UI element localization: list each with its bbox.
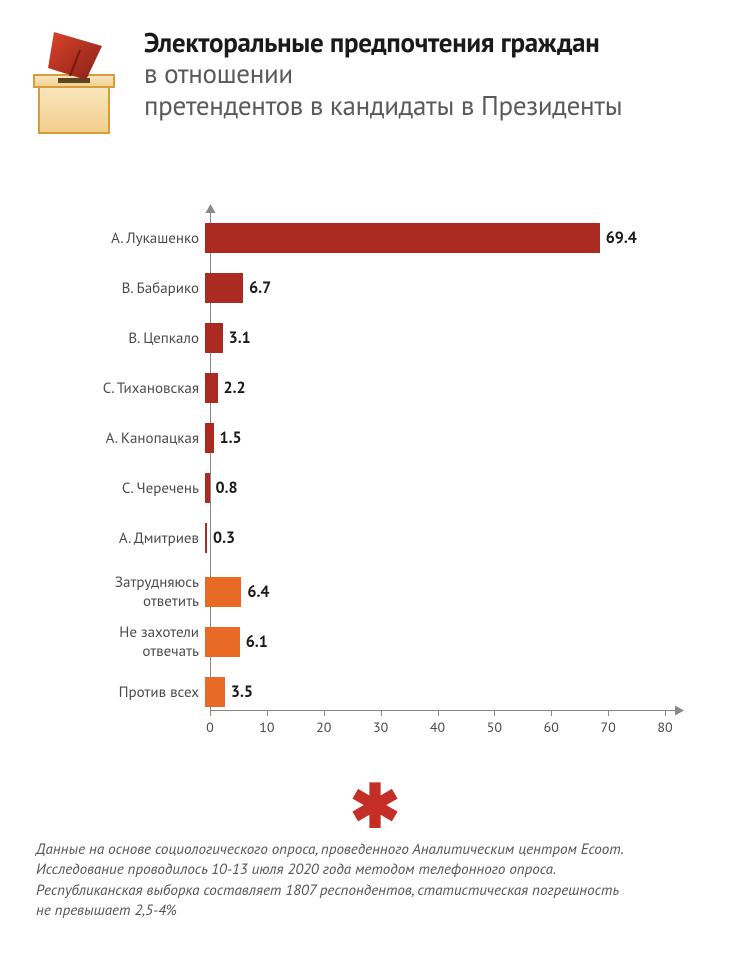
bar-row: А. Дмитриев 0.3 xyxy=(60,515,690,561)
bar-label: В. Бабарико xyxy=(60,279,205,298)
bar xyxy=(205,373,218,403)
bar-holder: 0.8 xyxy=(205,465,690,511)
title-block: Электоральные предпочтения граждан в отн… xyxy=(144,28,716,123)
bar-row: А. Лукашенко 69.4 xyxy=(60,215,690,261)
bar-row: В. Бабарико 6.7 xyxy=(60,265,690,311)
x-tick-label: 80 xyxy=(657,718,672,736)
x-tick-label: 70 xyxy=(600,718,615,736)
bar-row: Затрудняюсь ответить 6.4 xyxy=(60,569,690,615)
bar-holder: 6.7 xyxy=(205,265,690,311)
x-tick-mark xyxy=(267,710,268,716)
bar-row: А. Канопацкая 1.5 xyxy=(60,415,690,461)
bar-label: А. Дмитриев xyxy=(60,529,205,548)
bar-label: А. Лукашенко xyxy=(60,229,205,248)
x-tick-label: 0 xyxy=(206,718,214,736)
bar-value: 3.1 xyxy=(229,328,251,348)
bar-row: Против всех 3.5 xyxy=(60,669,690,715)
title-sub-1: в отношении xyxy=(144,59,716,91)
bar-holder: 3.5 xyxy=(205,669,690,715)
bar-holder: 1.5 xyxy=(205,415,690,461)
bar-row: С. Черечень 0.8 xyxy=(60,465,690,511)
bar-holder: 3.1 xyxy=(205,315,690,361)
bar-value: 3.5 xyxy=(231,682,253,702)
x-tick-mark xyxy=(608,710,609,716)
bar-label: С. Черечень xyxy=(60,479,205,498)
bar xyxy=(205,223,600,253)
bar-label: А. Канопацкая xyxy=(60,429,205,448)
bar-label: С. Тихановская xyxy=(60,379,205,398)
bar-label: В. Цепкало xyxy=(60,329,205,348)
bar xyxy=(205,627,240,657)
footnote-line: не превышает 2,5-4% xyxy=(36,901,710,921)
bar xyxy=(205,577,241,607)
x-tick-mark xyxy=(665,710,666,716)
ballot-box-icon xyxy=(24,28,124,143)
bar xyxy=(205,273,243,303)
x-ticks: 01020304050607080 xyxy=(210,718,675,742)
title-sub-2: претендентов в кандидаты в Президенты xyxy=(144,91,716,123)
x-tick-label: 30 xyxy=(373,718,388,736)
x-tick-label: 40 xyxy=(430,718,445,736)
bar-holder: 2.2 xyxy=(205,365,690,411)
bar xyxy=(205,677,225,707)
header: Электоральные предпочтения граждан в отн… xyxy=(0,0,750,143)
bar-holder: 6.4 xyxy=(205,569,690,615)
x-tick-mark xyxy=(381,710,382,716)
x-tick-mark xyxy=(494,710,495,716)
bar-holder: 69.4 xyxy=(205,215,690,261)
title-bold: Электоральные предпочтения граждан xyxy=(144,28,716,59)
bar-label: Затрудняюсь ответить xyxy=(60,573,205,611)
bar-value: 1.5 xyxy=(220,428,242,448)
bar-row: С. Тихановская 2.2 xyxy=(60,365,690,411)
x-tick-mark xyxy=(210,710,211,716)
footnote-line: Данные на основе социологического опроса… xyxy=(36,840,710,860)
bar-value: 2.2 xyxy=(224,378,246,398)
bar-value: 0.3 xyxy=(213,528,235,548)
footnote-line: Исследование проводилось 10-13 июля 2020… xyxy=(36,860,710,880)
bar-value: 69.4 xyxy=(606,228,637,248)
bar xyxy=(205,473,210,503)
bar-chart: А. Лукашенко 69.4 В. Бабарико 6.7 В. Цепкало… xyxy=(60,210,690,770)
bar xyxy=(205,423,214,453)
x-tick-label: 60 xyxy=(544,718,559,736)
x-tick-label: 50 xyxy=(487,718,502,736)
bar-value: 6.7 xyxy=(249,278,271,298)
x-tick-label: 10 xyxy=(259,718,274,736)
bar-label: Не захотели отвечать xyxy=(60,623,205,661)
bar-row: Не захотели отвечать 6.1 xyxy=(60,619,690,665)
x-tick-mark xyxy=(324,710,325,716)
bar xyxy=(205,323,223,353)
bar xyxy=(205,523,207,553)
x-tick-mark xyxy=(438,710,439,716)
bar-holder: 6.1 xyxy=(205,619,690,665)
bar-holder: 0.3 xyxy=(205,515,690,561)
asterisk-icon: ✱ xyxy=(350,775,400,835)
footnote: Данные на основе социологического опроса… xyxy=(36,840,710,921)
bar-label: Против всех xyxy=(60,683,205,702)
x-tick-mark xyxy=(551,710,552,716)
y-axis-arrow xyxy=(206,204,216,213)
bar-value: 6.1 xyxy=(246,632,268,652)
bar-value: 6.4 xyxy=(247,582,269,602)
footnote-line: Республиканская выборка составляет 1807 … xyxy=(36,881,710,901)
bar-row: В. Цепкало 3.1 xyxy=(60,315,690,361)
bar-value: 0.8 xyxy=(216,478,238,498)
x-tick-label: 20 xyxy=(316,718,331,736)
